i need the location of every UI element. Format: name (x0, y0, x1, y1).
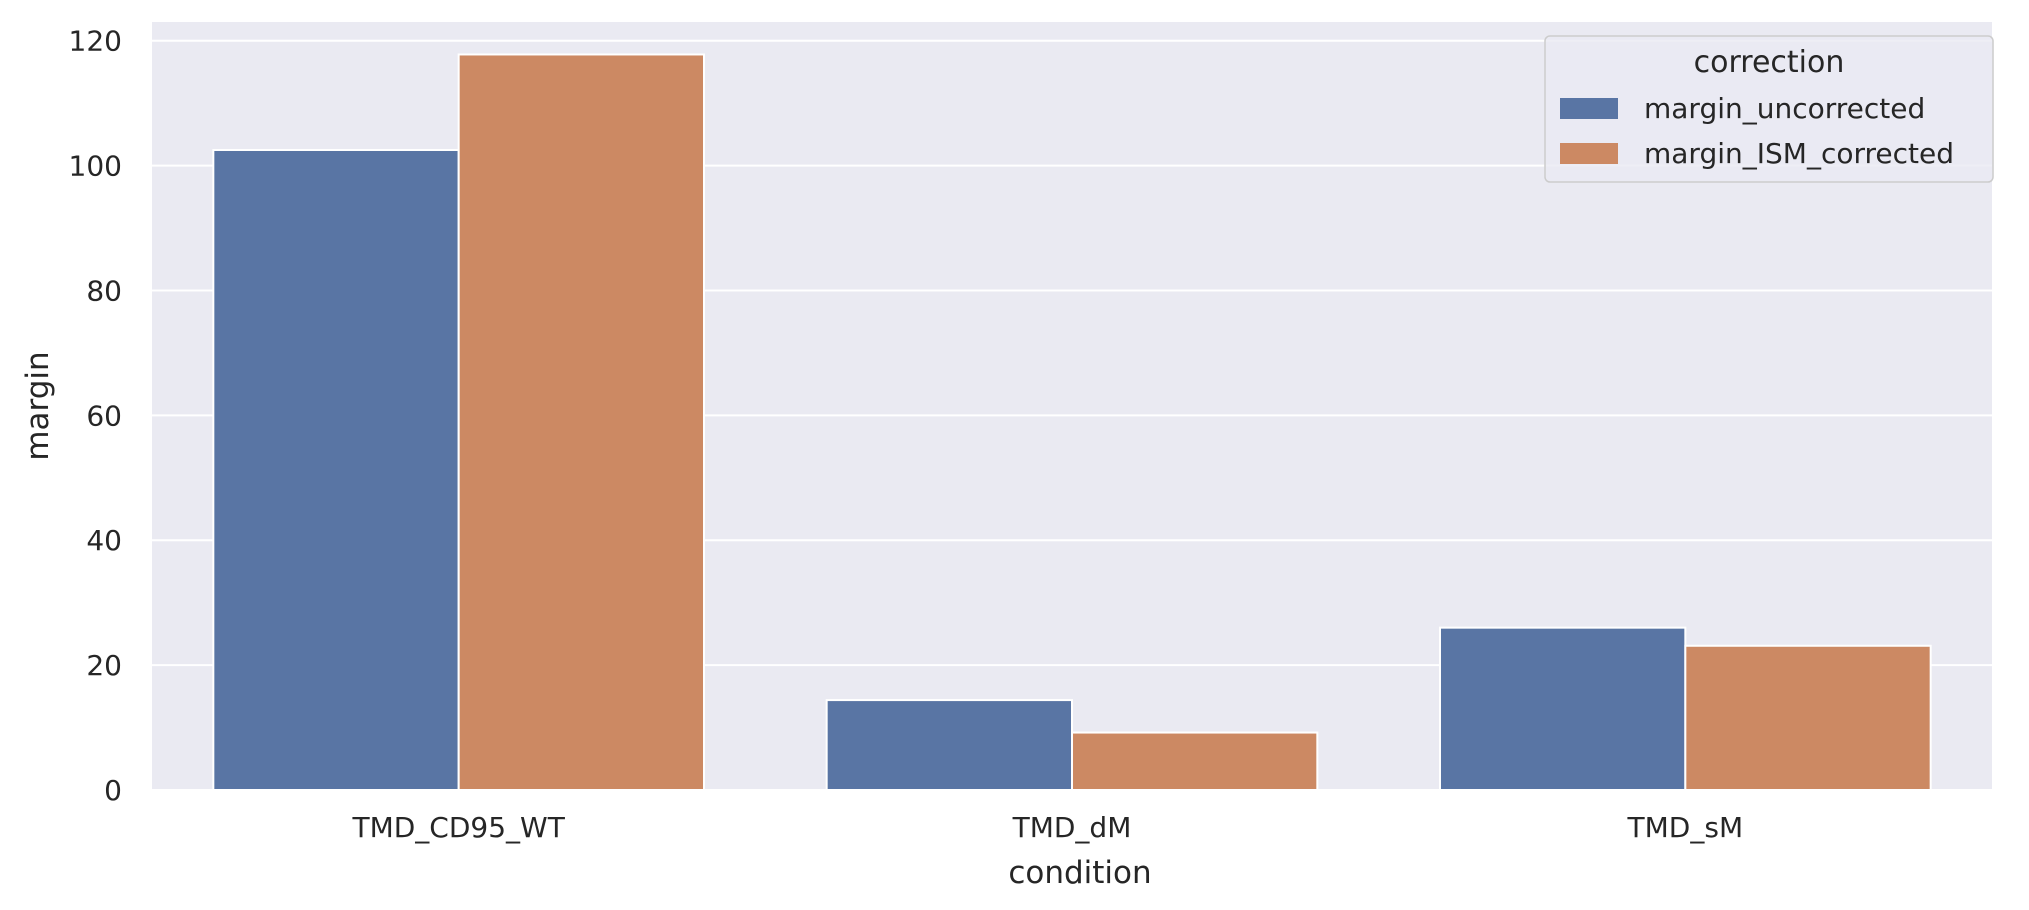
y-tick-label: 60 (86, 399, 122, 432)
x-tick-label: TMD_dM (1012, 811, 1132, 844)
x-tick-labels: TMD_CD95_WT TMD_dM TMD_sM (351, 811, 1743, 844)
x-tick-label: TMD_CD95_WT (351, 811, 565, 844)
y-axis-label: margin (20, 351, 56, 460)
x-axis-label: condition (1008, 855, 1151, 891)
x-tick-label: TMD_sM (1627, 811, 1744, 844)
bar-margin_uncorrected-TMD_sM (1439, 626, 1687, 791)
legend: correction margin_uncorrected margin_ISM… (1544, 35, 1994, 183)
legend-box (1544, 35, 1994, 183)
bar-margin_ISM_corrected-TMD_dM (1071, 731, 1319, 791)
y-tick-label: 0 (104, 774, 122, 807)
bar-margin_ISM_corrected-TMD_sM (1684, 644, 1932, 792)
legend-label-uncorrected: margin_uncorrected (1644, 92, 1925, 125)
bar-margin_uncorrected-TMD_dM (825, 699, 1074, 792)
legend-swatch-ism-corrected (1560, 143, 1618, 164)
y-tick-label: 80 (86, 274, 122, 307)
y-tick-label: 40 (86, 524, 122, 557)
legend-title: correction (1694, 45, 1845, 80)
bars (212, 53, 1932, 792)
bar-margin_uncorrected-TMD_CD95_WT (212, 149, 460, 791)
y-tick-label: 20 (86, 649, 122, 682)
y-tick-label: 120 (69, 25, 122, 58)
legend-swatch-uncorrected (1560, 98, 1618, 119)
bar-margin_ISM_corrected-TMD_CD95_WT (457, 53, 705, 791)
y-tick-label: 100 (69, 150, 122, 183)
y-tick-labels: 0 20 40 60 80 100 120 (69, 25, 122, 807)
legend-label-ism-corrected: margin_ISM_corrected (1644, 137, 1954, 170)
